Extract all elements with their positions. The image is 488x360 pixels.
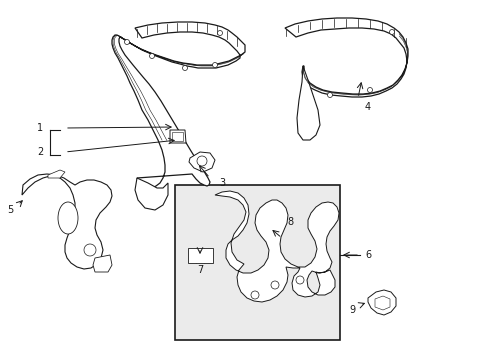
Text: 3: 3 xyxy=(219,178,224,188)
Text: 5: 5 xyxy=(7,205,13,215)
Text: 8: 8 xyxy=(286,217,292,227)
Polygon shape xyxy=(135,178,168,210)
Polygon shape xyxy=(189,152,215,172)
Polygon shape xyxy=(367,290,395,315)
Polygon shape xyxy=(215,191,338,302)
Ellipse shape xyxy=(58,202,78,234)
Polygon shape xyxy=(170,130,185,143)
Circle shape xyxy=(295,276,304,284)
Circle shape xyxy=(270,281,279,289)
Circle shape xyxy=(250,291,259,299)
Circle shape xyxy=(367,87,372,93)
Polygon shape xyxy=(296,66,319,140)
Text: 1: 1 xyxy=(37,123,43,133)
Polygon shape xyxy=(285,18,407,97)
Polygon shape xyxy=(374,296,389,310)
Polygon shape xyxy=(93,255,112,272)
Polygon shape xyxy=(187,248,213,263)
Circle shape xyxy=(182,66,187,71)
Text: 6: 6 xyxy=(364,250,370,260)
Polygon shape xyxy=(112,22,244,188)
Polygon shape xyxy=(22,174,112,269)
Circle shape xyxy=(149,54,154,59)
Circle shape xyxy=(124,40,129,45)
Text: 4: 4 xyxy=(364,102,370,112)
Text: 9: 9 xyxy=(348,305,354,315)
Text: 7: 7 xyxy=(197,265,203,275)
Polygon shape xyxy=(48,170,65,178)
Circle shape xyxy=(212,63,217,68)
Circle shape xyxy=(197,156,206,166)
Circle shape xyxy=(327,93,332,98)
Polygon shape xyxy=(172,132,183,141)
Circle shape xyxy=(84,244,96,256)
Bar xyxy=(175,185,339,340)
Circle shape xyxy=(389,30,394,35)
Circle shape xyxy=(217,31,222,36)
Text: 2: 2 xyxy=(37,147,43,157)
